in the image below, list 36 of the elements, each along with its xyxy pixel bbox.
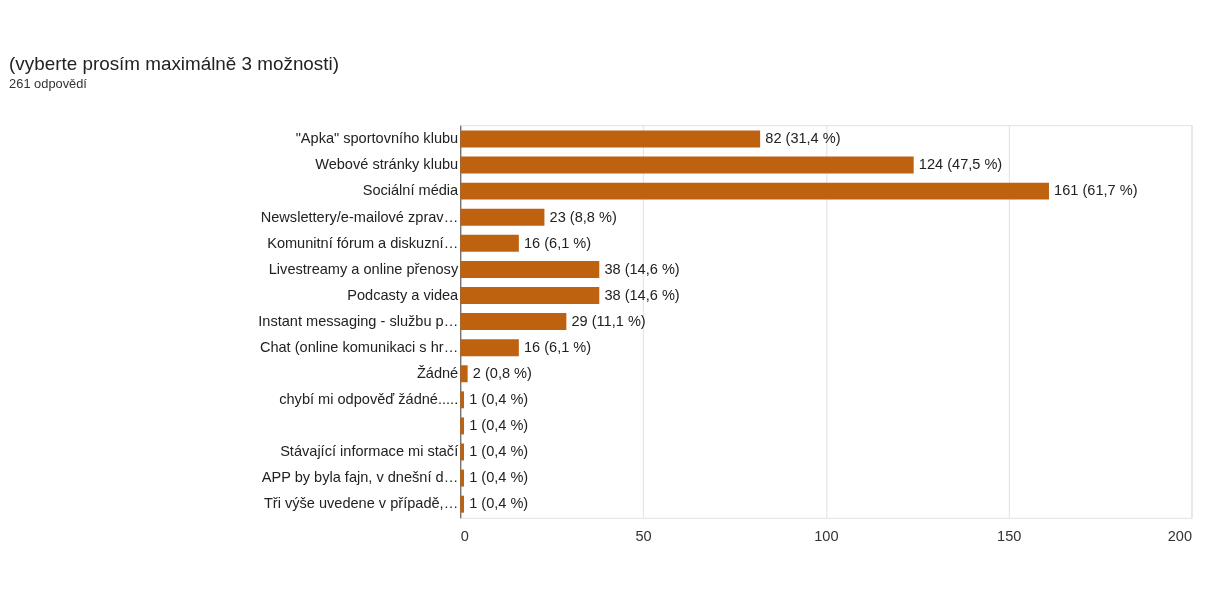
y-tick-label: Podcasty a videa <box>347 286 460 303</box>
y-tick-label: Chat (online komunikaci s hr… <box>259 338 459 355</box>
x-tick-label: 0 <box>460 528 469 545</box>
data-label: 1 (0,4 %) <box>469 443 529 460</box>
y-tick-label: APP by byla fajn, v dnešní d… <box>261 469 459 486</box>
y-tick-label: Newslettery/e-mailové zprav… <box>260 208 459 225</box>
data-label: 124 (47,5 %) <box>918 156 1003 173</box>
data-label: 29 (11,1 %) <box>571 312 646 329</box>
data-label: 1 (0,4 %) <box>469 391 529 408</box>
x-tick-label: 200 <box>1167 528 1192 545</box>
y-tick-label: Livestreamy a online přenosy <box>268 260 459 277</box>
x-tick-label: 50 <box>635 528 652 545</box>
data-label: 1 (0,4 %) <box>469 495 529 512</box>
data-label: 82 (31,4 %) <box>765 130 841 147</box>
x-tick-label: 150 <box>997 528 1022 545</box>
y-tick-label: Webové stránky klubu <box>315 156 459 173</box>
y-tick-label: Tři výše uvedene v případě,… <box>263 495 459 512</box>
data-label: 2 (0,8 %) <box>472 365 532 382</box>
y-tick-label: Sociální média <box>362 182 460 199</box>
data-label: 38 (14,6 %) <box>604 286 680 303</box>
data-label: 161 (61,7 %) <box>1054 182 1138 199</box>
data-label: 1 (0,4 %) <box>469 417 529 434</box>
text: 261 odpovědí <box>9 75 88 91</box>
data-label: 38 (14,6 %) <box>604 260 680 277</box>
y-tick-label: Stávající informace mi stačí <box>280 443 459 460</box>
data-label: 16 (6,1 %) <box>523 338 592 355</box>
y-tick-label: Žádné <box>416 365 459 382</box>
x-tick-label: 100 <box>814 528 839 545</box>
text: (vyberte prosím maximálně 3 možnosti) <box>9 53 339 75</box>
y-tick-label: "Apka" sportovního klubu <box>295 130 459 147</box>
y-tick-label: Komunitní fórum a diskuzní… <box>267 234 459 251</box>
y-tick-label: chybí mi odpověď žádné..... <box>279 391 459 408</box>
data-label: 23 (8,8 %) <box>549 208 617 225</box>
data-label: 16 (6,1 %) <box>523 234 592 251</box>
y-tick-label: Instant messaging - službu p… <box>258 312 459 329</box>
data-label: 1 (0,4 %) <box>469 469 529 486</box>
